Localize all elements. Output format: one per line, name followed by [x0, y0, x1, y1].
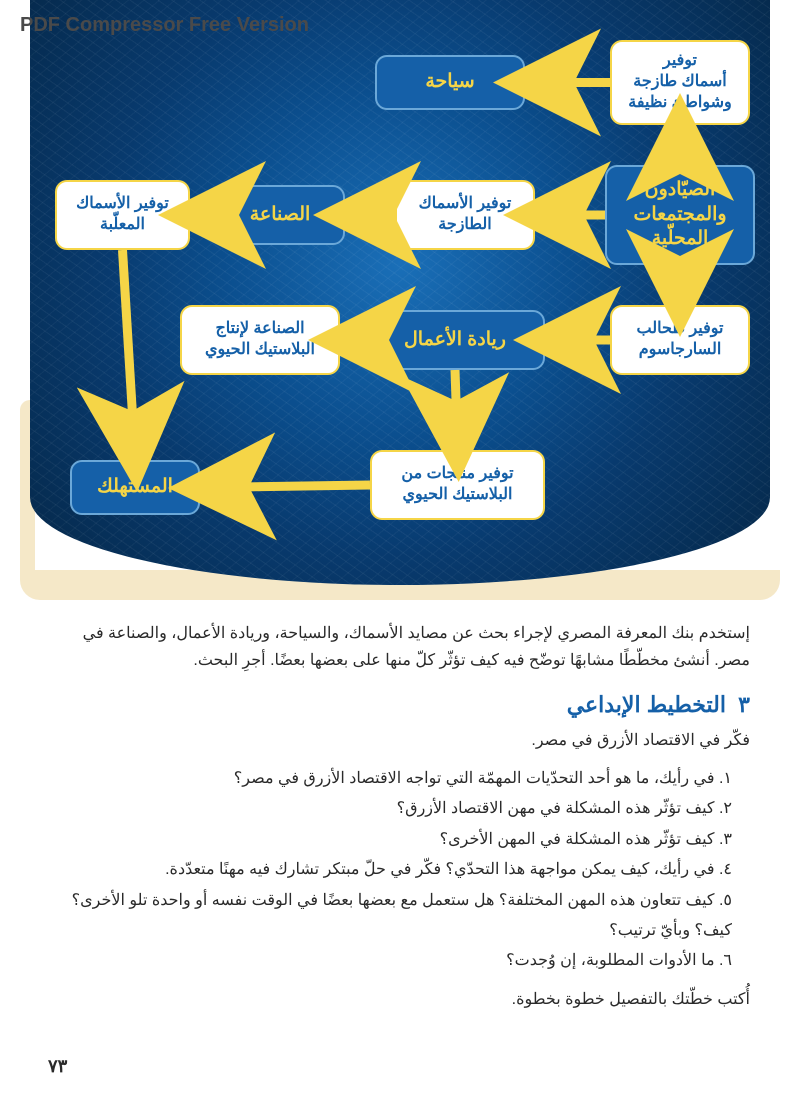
flowchart-arrow — [123, 250, 136, 456]
flowchart-diagram: توفيرأسماك طازجةوشواطئ نظيفة سياحة الصيّاد… — [30, 0, 770, 585]
flowchart-node-tourism: سياحة — [375, 55, 525, 110]
question-item: ٥. كيف تتعاون هذه المهن المختلفة؟ هل ستع… — [50, 886, 732, 947]
flowchart-node-fishermen: الصيّادونوالمجتمعاتالمحلّية — [605, 165, 755, 265]
section-heading: ٣ التخطيط الإبداعي — [50, 692, 750, 718]
flowchart-node-bioplastic_products: توفير منتجات منالبلاستيك الحيوي — [370, 450, 545, 520]
flowchart-node-fresh_fish_beaches: توفيرأسماك طازجةوشواطئ نظيفة — [610, 40, 750, 125]
flowchart-node-entrepreneurship: ريادة الأعمال — [365, 310, 545, 370]
flowchart-node-canned_fish: توفير الأسماكالمعلّبة — [55, 180, 190, 250]
flowchart-node-industry: الصناعة — [215, 185, 345, 245]
question-list: ١. في رأيك، ما هو أحد التحدّيات المهمّة … — [50, 764, 750, 977]
flowchart-arrow — [455, 370, 458, 446]
sub-intro: فكّر في الاقتصاد الأزرق في مصر. — [50, 728, 750, 754]
closing-instruction: أُكتب خطّتك بالتفصيل خطوة بخطوة. — [50, 989, 750, 1009]
question-item: ١. في رأيك، ما هو أحد التحدّيات المهمّة … — [50, 764, 732, 794]
intro-paragraph: إستخدم بنك المعرفة المصري لإجراء بحث عن … — [50, 620, 750, 674]
flowchart-node-bioplastic_industry: الصناعة لإنتاجالبلاستيك الحيوي — [180, 305, 340, 375]
heading-number: ٣ — [738, 692, 750, 717]
flowchart-arrow — [204, 485, 370, 488]
flowchart-node-sargassum: توفير طحالبالسارجاسوم — [610, 305, 750, 375]
flowchart-node-consumer: المستهلك — [70, 460, 200, 515]
watermark-text: PDF Compressor Free Version — [20, 14, 309, 37]
question-item: ٢. كيف تؤثّر هذه المشكلة في مهن الاقتصاد… — [50, 794, 732, 824]
flowchart-node-provide_fresh_fish: توفير الأسماكالطازجة — [395, 180, 535, 250]
heading-text: التخطيط الإبداعي — [567, 692, 726, 717]
page-number: ٧٣ — [48, 1056, 67, 1077]
question-item: ٤. في رأيك، كيف يمكن مواجهة هذا التحدّي؟… — [50, 855, 732, 885]
text-content-section: إستخدم بنك المعرفة المصري لإجراء بحث عن … — [50, 620, 750, 1009]
question-item: ٣. كيف تؤثّر هذه المشكلة في المهن الأخرى… — [50, 825, 732, 855]
question-item: ٦. ما الأدوات المطلوبة، إن وُجدت؟ — [50, 946, 732, 976]
